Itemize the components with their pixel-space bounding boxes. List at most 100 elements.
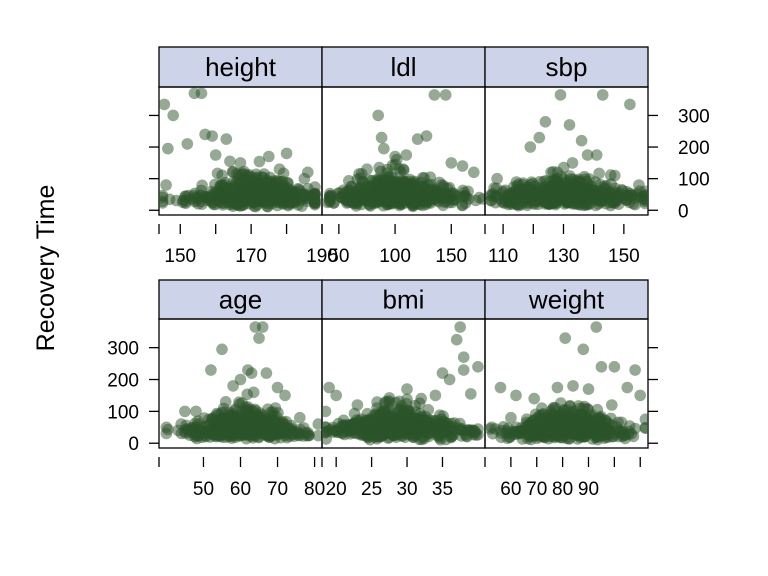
data-point	[422, 427, 435, 440]
data-point	[371, 396, 383, 408]
data-point	[253, 332, 265, 344]
data-point	[588, 190, 600, 202]
data-point	[488, 182, 500, 194]
data-point	[238, 423, 250, 435]
data-point	[227, 427, 239, 440]
data-point	[227, 166, 239, 178]
data-point	[381, 175, 394, 187]
data-point	[414, 192, 426, 205]
panel-sbp: sbp 110 130 150 0 100 200 300	[484, 46, 710, 267]
data-point	[181, 138, 194, 150]
data-point	[220, 133, 233, 145]
x-tick-label-bmi: 30	[396, 479, 417, 500]
data-point	[263, 150, 275, 163]
data-point	[572, 423, 584, 435]
data-point	[271, 381, 284, 394]
data-point	[402, 175, 415, 188]
data-point	[611, 191, 623, 204]
points-ldl	[322, 89, 485, 213]
data-point	[422, 404, 435, 416]
points-age	[160, 321, 322, 445]
data-point	[241, 185, 254, 198]
data-point	[211, 167, 224, 180]
data-point	[575, 134, 588, 147]
strip-label-sbp: sbp	[546, 52, 588, 82]
data-point	[167, 109, 179, 122]
strip-label-weight: weight	[528, 285, 605, 315]
data-point	[179, 197, 192, 210]
data-point	[219, 396, 232, 408]
y-axis-label: Recovery Time	[32, 185, 60, 352]
data-point	[185, 422, 198, 435]
data-point	[456, 199, 469, 212]
data-point	[487, 427, 499, 440]
x-tick-label-sbp: 130	[548, 246, 580, 267]
data-point	[260, 174, 273, 186]
data-point	[536, 402, 548, 415]
data-point	[196, 179, 208, 192]
data-point	[294, 411, 306, 424]
data-point	[595, 361, 608, 373]
data-point	[472, 423, 484, 435]
x-tick-label-ldl: 100	[379, 246, 411, 267]
x-tick-label-ldl: 50	[328, 246, 349, 267]
strip-sbp	[484, 46, 649, 88]
data-point	[554, 89, 567, 101]
x-tick-label-age: 80	[304, 479, 325, 500]
x-tick-label-weight: 90	[578, 479, 599, 500]
data-point	[389, 190, 401, 202]
data-point	[234, 373, 247, 386]
points-sbp	[485, 89, 648, 212]
data-point	[629, 364, 641, 376]
data-point	[372, 109, 385, 122]
data-point	[249, 200, 262, 213]
data-point	[394, 166, 407, 179]
data-point	[312, 429, 322, 442]
data-point	[596, 89, 609, 101]
data-point	[525, 423, 537, 435]
data-point	[415, 392, 428, 405]
data-point	[639, 413, 648, 426]
data-point	[323, 381, 335, 394]
data-point	[457, 364, 470, 376]
data-point	[524, 141, 537, 153]
data-point	[216, 343, 228, 356]
data-point	[237, 194, 249, 206]
y-tick-label: 0	[678, 201, 689, 222]
data-point	[260, 367, 273, 379]
data-point	[444, 426, 457, 438]
data-point	[380, 396, 392, 408]
plot-frame-weight	[484, 318, 649, 449]
data-point	[577, 191, 590, 204]
x-tick-label-height: 190	[306, 246, 338, 267]
data-point	[514, 194, 527, 207]
data-point	[276, 186, 289, 199]
data-point	[491, 172, 503, 185]
data-point	[298, 190, 311, 202]
data-point	[211, 427, 223, 440]
data-point	[551, 381, 564, 394]
data-point	[379, 407, 391, 420]
data-point	[351, 399, 364, 411]
data-point	[353, 168, 365, 180]
x-tick-label-age: 60	[230, 479, 251, 500]
data-point	[179, 405, 191, 418]
data-point	[420, 130, 433, 142]
data-point	[342, 424, 355, 437]
data-point	[624, 98, 636, 111]
data-point	[612, 416, 624, 429]
data-point	[332, 417, 345, 430]
data-point	[429, 389, 442, 402]
data-point	[268, 421, 280, 433]
data-point	[468, 166, 480, 179]
data-point	[577, 343, 590, 356]
data-point	[249, 410, 261, 422]
data-point	[245, 367, 258, 379]
data-point	[205, 364, 217, 376]
data-point	[280, 147, 293, 160]
data-point	[450, 333, 463, 346]
data-point	[256, 321, 269, 333]
data-point	[238, 175, 250, 187]
strip-height	[158, 46, 323, 88]
